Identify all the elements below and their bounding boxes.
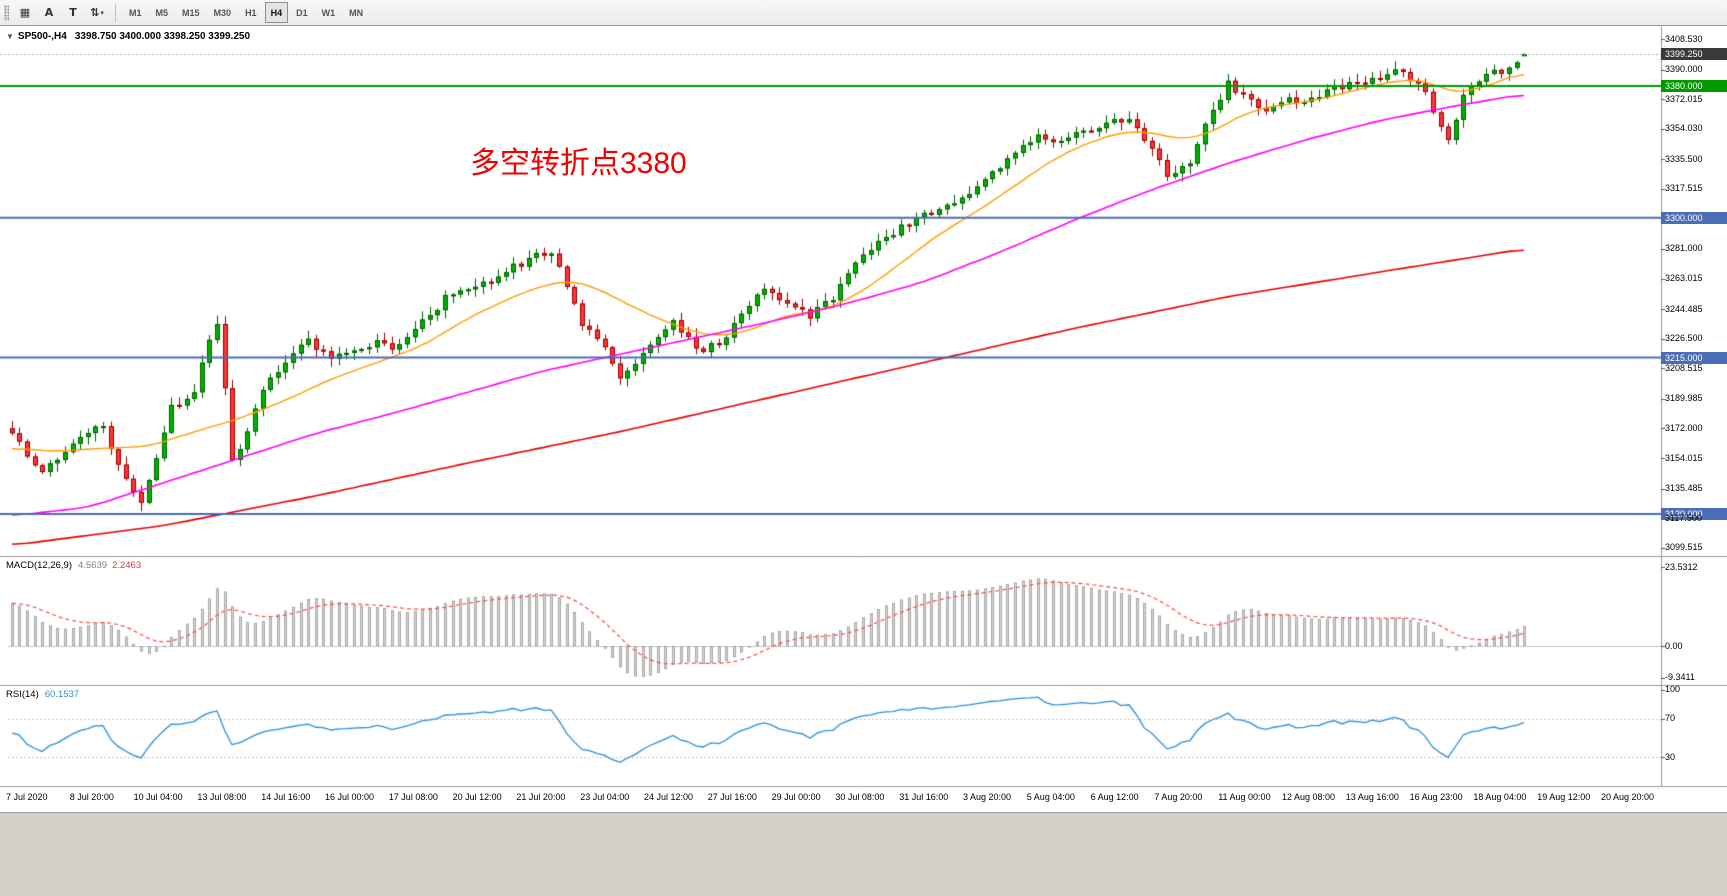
price-scale-label: 3317.515	[1665, 183, 1703, 194]
rsi-scale-label: 100	[1665, 684, 1681, 695]
tool-text-t-button[interactable]: T	[62, 2, 84, 24]
time-label: 8 Jul 20:00	[69, 792, 114, 802]
text-a-icon: A	[44, 6, 54, 19]
timeframe-w1-button[interactable]: W1	[321, 7, 336, 18]
time-label: 11 Aug 00:00	[1218, 792, 1271, 802]
chevron-down-icon: ▾	[100, 8, 104, 17]
time-label: 30 Jul 08:00	[835, 792, 885, 802]
price-scale-label: 3335.500	[1665, 153, 1703, 164]
price-scale-label: 3208.515	[1665, 362, 1703, 373]
toolbar-grip[interactable]	[4, 4, 9, 21]
tool-grid-button[interactable]: ▦	[14, 2, 36, 24]
macd-scale-label: 0.00	[1665, 640, 1683, 651]
price-scale-label: 3099.515	[1665, 542, 1703, 553]
time-label: 14 Jul 16:00	[261, 792, 311, 802]
time-label: 10 Jul 04:00	[133, 792, 183, 802]
timeframe-m15-button[interactable]: M15	[182, 7, 200, 18]
price-tag-3380.000: 3380.000	[1661, 79, 1727, 92]
toolbar-separator	[115, 3, 116, 22]
time-label: 12 Aug 08:00	[1282, 792, 1336, 802]
time-label: 13 Jul 08:00	[197, 792, 247, 802]
price-scale-label: 3372.015	[1665, 93, 1703, 104]
macd-name: MACD(12,26,9)	[6, 560, 72, 571]
time-label: 19 Aug 12:00	[1537, 792, 1591, 802]
time-axis[interactable]: 7 Jul 2020 8 Jul 20:00 10 Jul 04:00 13 Jul …	[0, 786, 1727, 812]
price-scale-label: 3135.485	[1665, 483, 1703, 494]
chart-title: ▼ SP500-,H4 3398.750 3400.000 3398.250 339…	[6, 31, 250, 42]
tool-cursor-arrows-button[interactable]: ⇅ ▾	[86, 2, 108, 24]
rsi-scale-label: 70	[1665, 713, 1676, 724]
macd-scale-label: 23.5312	[1665, 561, 1698, 572]
macd-indicator-label: MACD(12,26,9) 4.5639 2.2463	[6, 560, 141, 571]
price-tag-3399.250: 3399.250	[1661, 48, 1727, 61]
price-tag-3300.000: 3300.000	[1661, 211, 1727, 224]
time-label: 24 Jul 12:00	[644, 792, 694, 802]
price-scale-label: 3189.985	[1665, 393, 1703, 404]
price-axis[interactable]: 3408.530 3399.250 3390.000 3380.000 3372.015…	[1661, 26, 1727, 786]
macd-signal-value: 2.2463	[112, 560, 142, 571]
workspace-background	[0, 812, 1727, 896]
text-t-icon: T	[69, 6, 77, 19]
time-label: 13 Aug 16:00	[1345, 792, 1399, 802]
toolbar: ▦ A T ⇅ ▾ M1 M5 M15 M30 H1 H4 D1 W1 MN	[0, 0, 1727, 26]
timeframe-h4-button[interactable]: H4	[264, 2, 289, 23]
time-label: 23 Jul 04:00	[580, 792, 630, 802]
time-label: 20 Jul 12:00	[452, 792, 502, 802]
chart-canvas[interactable]	[0, 26, 1727, 812]
timeframe-mn-button[interactable]: MN	[349, 7, 364, 18]
time-label: 21 Jul 20:00	[516, 792, 566, 802]
collapse-icon[interactable]: ▼	[6, 32, 14, 41]
time-label: 3 Aug 20:00	[963, 792, 1012, 802]
time-label: 18 Aug 04:00	[1473, 792, 1527, 802]
time-label: 7 Jul 2020	[6, 792, 48, 802]
price-scale-label: 3226.500	[1665, 333, 1703, 344]
time-label: 16 Jul 00:00	[325, 792, 375, 802]
price-scale-label: 3281.000	[1665, 243, 1703, 254]
chart-window: ▼ SP500-,H4 3398.750 3400.000 3398.250 339…	[0, 26, 1727, 812]
price-scale-label: 3354.030	[1665, 123, 1703, 134]
time-label: 5 Aug 04:00	[1026, 792, 1075, 802]
price-scale-label: 3244.485	[1665, 303, 1703, 314]
time-label: 6 Aug 12:00	[1090, 792, 1139, 802]
time-label: 27 Jul 16:00	[707, 792, 757, 802]
price-scale-label: 3390.000	[1665, 64, 1703, 74]
rsi-scale-label: 30	[1665, 751, 1676, 762]
timeframe-d1-button[interactable]: D1	[296, 7, 308, 18]
rsi-value: 60.1537	[44, 689, 80, 700]
time-label: 29 Jul 00:00	[771, 792, 821, 802]
cursor-arrows-icon: ⇅	[90, 6, 100, 19]
tool-text-a-button[interactable]: A	[38, 2, 60, 24]
price-scale-label: 3154.015	[1665, 452, 1703, 463]
price-tag-3120.000: 3120.000	[1661, 508, 1727, 521]
grid-icon: ▦	[19, 6, 31, 19]
time-label: 20 Aug 20:00	[1601, 792, 1655, 802]
macd-scale-label: -9.3411	[1665, 672, 1695, 683]
time-label: 17 Jul 08:00	[388, 792, 438, 802]
timeframe-m30-button[interactable]: M30	[213, 7, 232, 18]
rsi-indicator-label: RSI(14) 60.1537	[6, 689, 79, 700]
price-scale-label: 3172.000	[1665, 422, 1703, 433]
rsi-name: RSI(14)	[6, 689, 39, 700]
timeframe-h1-button[interactable]: H1	[245, 7, 257, 18]
price-annotation[interactable]: 多空转折点3380	[470, 147, 687, 180]
time-label: 31 Jul 16:00	[899, 792, 949, 802]
price-scale-label: 3117.500	[1665, 512, 1702, 523]
tool-buttons-group: ▦ A T ⇅ ▾	[13, 2, 109, 24]
macd-main-value: 4.5639	[78, 560, 108, 571]
time-label: 16 Aug 23:00	[1409, 792, 1463, 802]
price-tag-3215.000: 3215.000	[1661, 351, 1727, 364]
chart-symbol-period: SP500-,H4	[17, 31, 67, 42]
time-label: 7 Aug 20:00	[1154, 792, 1203, 802]
price-scale-label: 3263.015	[1665, 273, 1703, 284]
timeframe-m1-button[interactable]: M1	[129, 7, 142, 18]
chart-ohlc-values: 3398.750 3400.000 3398.250 3399.250	[74, 31, 251, 42]
timeframe-buttons-group: M1 M5 M15 M30 H1 H4 D1 W1 MN	[122, 2, 370, 23]
price-scale-label: 3408.530	[1665, 33, 1703, 44]
timeframe-m5-button[interactable]: M5	[155, 7, 169, 18]
